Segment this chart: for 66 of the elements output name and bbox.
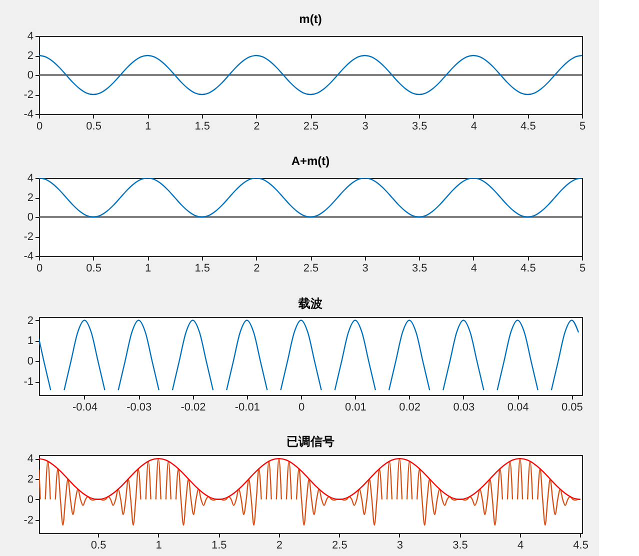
chart-title: 已调信号	[286, 434, 334, 449]
x-tick-label: 4.5	[573, 540, 588, 552]
y-tick-label: 4	[27, 172, 34, 184]
x-tick-label: 3.5	[412, 120, 428, 132]
y-tick-label: 0	[27, 212, 34, 224]
x-tick-label: 4.5	[520, 262, 536, 274]
x-tick-label: 2	[276, 540, 282, 552]
x-tick-label: 3	[362, 120, 368, 132]
x-tick-label: 1	[156, 540, 162, 552]
x-tick-label: 0	[298, 402, 305, 414]
x-tick-label: 4	[470, 262, 477, 274]
x-tick-label: 1	[145, 262, 152, 274]
x-tick-label: 3.5	[452, 540, 468, 552]
y-tick-label: 2	[27, 314, 34, 327]
x-tick-label: 0.5	[86, 120, 102, 132]
x-tick-label: 0.01	[344, 402, 366, 414]
y-tick-label: 4	[27, 30, 34, 42]
line-series	[39, 178, 582, 218]
x-tick-label: 2.5	[303, 262, 319, 274]
y-tick-label: 2	[27, 473, 34, 486]
x-tick-label: -0.04	[72, 402, 98, 414]
x-tick-label: 0.02	[399, 402, 421, 414]
x-tick-label: 2	[254, 120, 260, 132]
x-tick-label: 4	[470, 120, 477, 132]
x-tick-label: -0.03	[126, 402, 152, 414]
y-tick-label: -4	[24, 108, 34, 120]
x-tick-label: 2.5	[303, 120, 319, 132]
chart-title: A+m(t)	[291, 154, 330, 168]
y-tick-label: 4	[27, 453, 34, 466]
y-tick-label: 0	[27, 70, 34, 82]
y-tick-label: -1	[24, 376, 34, 388]
y-tick-label: -2	[24, 514, 34, 526]
line-series	[39, 54, 582, 96]
x-tick-label: 0.5	[86, 262, 102, 274]
y-tick-label: -4	[24, 250, 34, 262]
y-tick-label: 0	[27, 494, 34, 506]
x-tick-label: 1.5	[211, 540, 227, 552]
chart-title: m(t)	[299, 12, 322, 26]
x-tick-label: 0.04	[507, 402, 529, 414]
y-tick-label: 1	[27, 335, 34, 348]
x-tick-label: 0.5	[90, 540, 106, 552]
chart-title: 载波	[298, 296, 324, 310]
y-tick-label: 2	[27, 50, 34, 62]
x-tick-label: -0.01	[234, 402, 260, 414]
x-tick-label: 1.5	[194, 262, 210, 274]
x-tick-label: 1.5	[194, 120, 210, 132]
y-tick-label: -2	[24, 231, 34, 243]
x-tick-label: 0	[36, 120, 43, 132]
x-tick-label: 0.05	[562, 402, 583, 414]
x-tick-label: 3	[396, 540, 404, 552]
x-tick-label: 2	[254, 262, 260, 274]
line-series	[39, 458, 581, 500]
x-tick-label: 2.5	[332, 540, 348, 552]
x-tick-label: 1	[145, 120, 152, 132]
x-tick-label: 0.03	[453, 402, 475, 414]
x-tick-label: 3	[362, 262, 368, 274]
x-tick-label: 0	[36, 262, 43, 274]
y-tick-label: 2	[27, 192, 34, 204]
y-tick-label: 0	[27, 356, 34, 368]
x-tick-label: 3.5	[412, 262, 428, 274]
x-tick-label: 4.5	[520, 120, 536, 132]
y-tick-label: -2	[24, 89, 34, 101]
x-tick-label: 5	[579, 262, 586, 274]
x-tick-label: -0.02	[180, 402, 206, 414]
x-tick-label: 4	[517, 540, 524, 552]
x-tick-label: 5	[579, 120, 586, 132]
